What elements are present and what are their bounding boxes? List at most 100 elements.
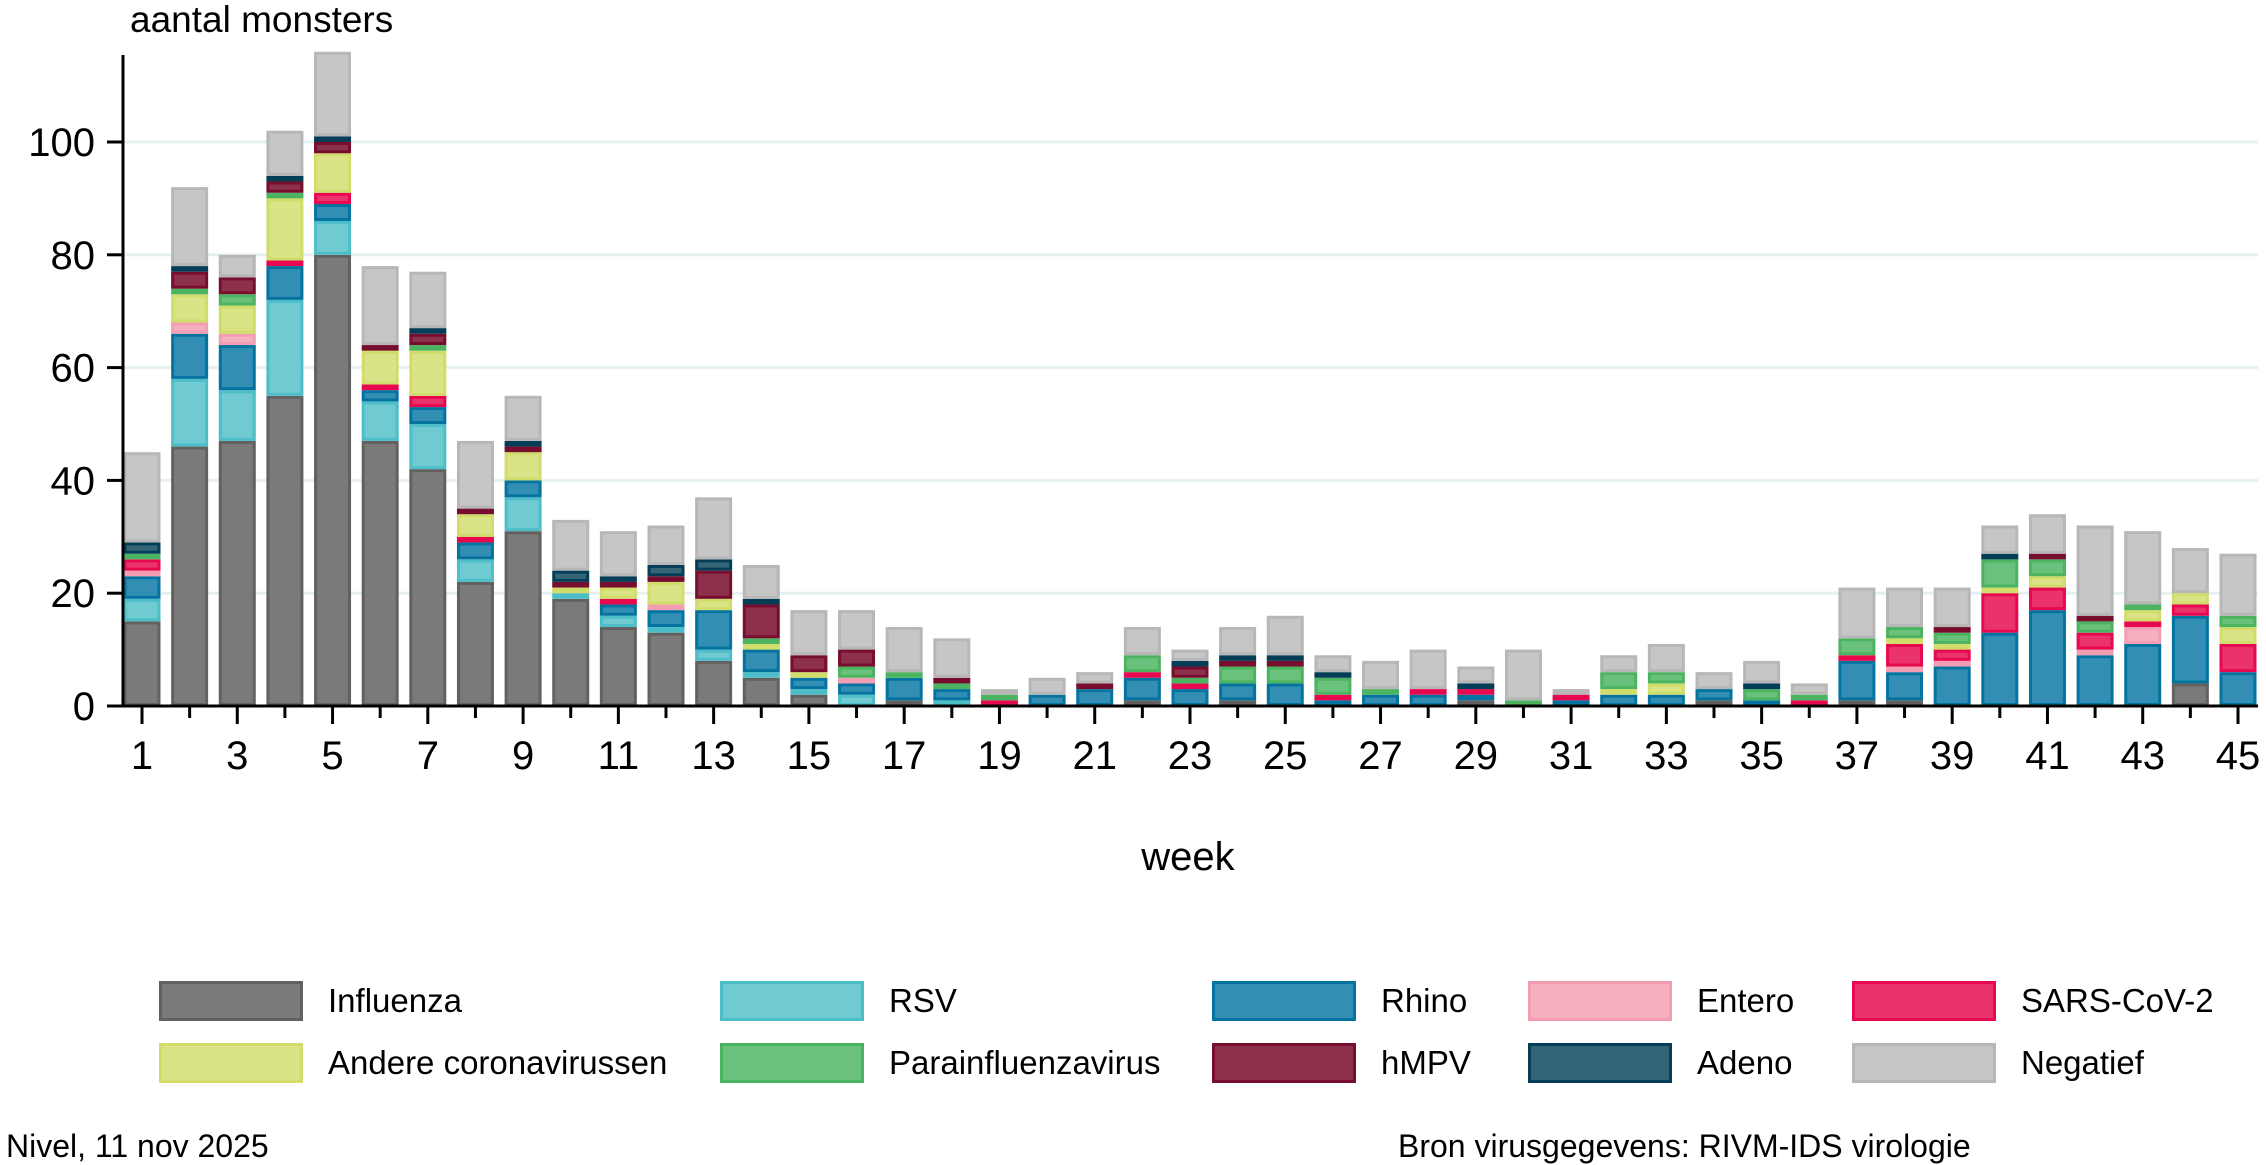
bar-segment-parainfluenzavirus bbox=[1600, 672, 1638, 690]
bar-segment-adeno bbox=[695, 559, 733, 571]
footer-source-date: Nivel, 11 nov 2025 bbox=[6, 1128, 269, 1164]
bar-segment-rsv bbox=[171, 378, 209, 447]
bar-segment-adeno bbox=[647, 565, 685, 577]
bar-segment-negatief bbox=[1362, 660, 1400, 690]
bar-segment-parainfluenzavirus bbox=[1171, 677, 1209, 684]
bar-segment-rsv bbox=[647, 627, 685, 633]
bar-segment-negatief bbox=[123, 452, 161, 543]
bar-segment-negatief bbox=[647, 525, 685, 566]
bar-segment-influenza bbox=[171, 446, 209, 706]
bar-segment-sars-cov-2 bbox=[2028, 587, 2066, 611]
bar-segment-rhino bbox=[1647, 694, 1685, 706]
bar-segment-adeno bbox=[266, 175, 304, 182]
x-tick-label: 7 bbox=[417, 734, 439, 778]
bar-segment-parainfluenzavirus bbox=[1266, 666, 1304, 684]
bar-segment-negatief bbox=[1743, 660, 1781, 684]
bar-segment-influenza bbox=[504, 531, 542, 706]
bar-segment-rsv bbox=[790, 689, 828, 695]
x-tick-label: 3 bbox=[226, 734, 248, 778]
bar-segment-negatief bbox=[2028, 514, 2066, 554]
bar-segment-rhino bbox=[742, 649, 780, 673]
bar-segment-rsv bbox=[456, 559, 494, 582]
bar-segment-rhino bbox=[456, 542, 494, 560]
bar-segment-rhino bbox=[1838, 660, 1876, 701]
x-tick-label: 15 bbox=[787, 734, 832, 778]
bar-segment-parainfluenzavirus bbox=[2219, 615, 2257, 628]
bar-segment-sars-cov-2 bbox=[2124, 621, 2162, 628]
bar-segment-adeno bbox=[552, 570, 590, 582]
bar-segment-hmpv bbox=[314, 142, 352, 154]
bar-segment-rhino bbox=[2171, 615, 2209, 684]
y-tick-label: 100 bbox=[28, 121, 95, 165]
bar-segment-hmpv bbox=[1933, 627, 1971, 633]
bar-segment-rhino bbox=[1314, 700, 1352, 706]
bar-segment-entero bbox=[218, 333, 256, 346]
bar-segment-adeno bbox=[1219, 655, 1257, 661]
bar-segment-parainfluenzavirus bbox=[742, 638, 780, 644]
bar-segment-andere-coronavirussen bbox=[218, 305, 256, 334]
bar-segment-negatief bbox=[1981, 525, 2019, 554]
bar-segment-rsv bbox=[742, 672, 780, 678]
bar-segment-sars-cov-2 bbox=[2076, 632, 2114, 650]
bar-segment-rsv bbox=[599, 615, 637, 628]
bar-segment-andere-coronavirussen bbox=[1647, 683, 1685, 695]
bar-segment-sars-cov-2 bbox=[599, 598, 637, 605]
bar-segment-negatief bbox=[885, 627, 923, 673]
bar-segment-rhino bbox=[790, 677, 828, 690]
bar-segment-rhino bbox=[361, 390, 399, 402]
bar-segment-influenza bbox=[647, 632, 685, 706]
bar-segment-adeno bbox=[171, 266, 209, 272]
bar-segment-rhino bbox=[1028, 694, 1066, 706]
bar-segment-sars-cov-2 bbox=[1790, 700, 1828, 706]
bar-segment-hmpv bbox=[218, 277, 256, 295]
bar-segment-influenza bbox=[1219, 700, 1257, 706]
bar-segment-rhino bbox=[1457, 694, 1495, 701]
bar-segment-sars-cov-2 bbox=[456, 536, 494, 543]
bar-segment-rhino bbox=[1362, 694, 1400, 706]
bar-segment-negatief bbox=[1552, 689, 1590, 695]
bar-segment-rhino bbox=[2076, 655, 2114, 706]
bar-segment-influenza bbox=[314, 254, 352, 706]
bar-segment-negatief bbox=[409, 271, 447, 329]
bar-segment-parainfluenzavirus bbox=[885, 672, 923, 678]
bar-segment-entero bbox=[838, 677, 876, 684]
bar-segment-andere-coronavirussen bbox=[171, 294, 209, 323]
bar-segment-rhino bbox=[2219, 672, 2257, 706]
bar-segment-sars-cov-2 bbox=[1981, 593, 2019, 633]
bar-segment-rhino bbox=[1695, 689, 1733, 701]
bar-segment-rhino bbox=[885, 677, 923, 701]
x-tick-label: 31 bbox=[1549, 734, 1594, 778]
x-tick-label: 13 bbox=[691, 734, 736, 778]
x-tick-label: 9 bbox=[512, 734, 534, 778]
bar-segment-adeno bbox=[1266, 655, 1304, 661]
x-tick-label: 37 bbox=[1835, 734, 1880, 778]
bar-segment-hmpv bbox=[1171, 666, 1209, 678]
bar-segment-adeno bbox=[314, 136, 352, 143]
x-tick-label: 1 bbox=[131, 734, 153, 778]
bar-segment-sars-cov-2 bbox=[1886, 643, 1924, 667]
bar-segment-hmpv bbox=[361, 345, 399, 351]
bar-segment-andere-coronavirussen bbox=[314, 153, 352, 193]
bar-segment-parainfluenzavirus bbox=[218, 294, 256, 306]
bar-segment-rhino bbox=[695, 610, 733, 650]
bar-segment-influenza bbox=[1886, 700, 1924, 706]
y-tick-label: 40 bbox=[51, 459, 96, 503]
bar-segment-andere-coronavirussen bbox=[1886, 638, 1924, 644]
bar-segment-rhino bbox=[1266, 683, 1304, 707]
bar-segment-hmpv bbox=[1076, 683, 1114, 690]
bar-segment-rsv bbox=[314, 220, 352, 255]
bar-segment-entero bbox=[2124, 627, 2162, 644]
bar-segment-adeno bbox=[504, 440, 542, 447]
x-tick-label: 25 bbox=[1263, 734, 1308, 778]
bar-segment-adeno bbox=[1171, 660, 1209, 667]
bar-segment-negatief bbox=[2219, 553, 2257, 616]
bar-segment-negatief bbox=[980, 689, 1018, 695]
bar-segment-hmpv bbox=[504, 446, 542, 453]
bar-segment-hmpv bbox=[599, 581, 637, 588]
bar-segment-negatief bbox=[695, 497, 733, 560]
bar-segment-sars-cov-2 bbox=[123, 559, 161, 571]
bar-segment-negatief bbox=[1457, 666, 1495, 684]
bar-segment-rsv bbox=[123, 598, 161, 622]
bar-segment-sars-cov-2 bbox=[2219, 643, 2257, 673]
bar-segment-influenza bbox=[1838, 700, 1876, 706]
